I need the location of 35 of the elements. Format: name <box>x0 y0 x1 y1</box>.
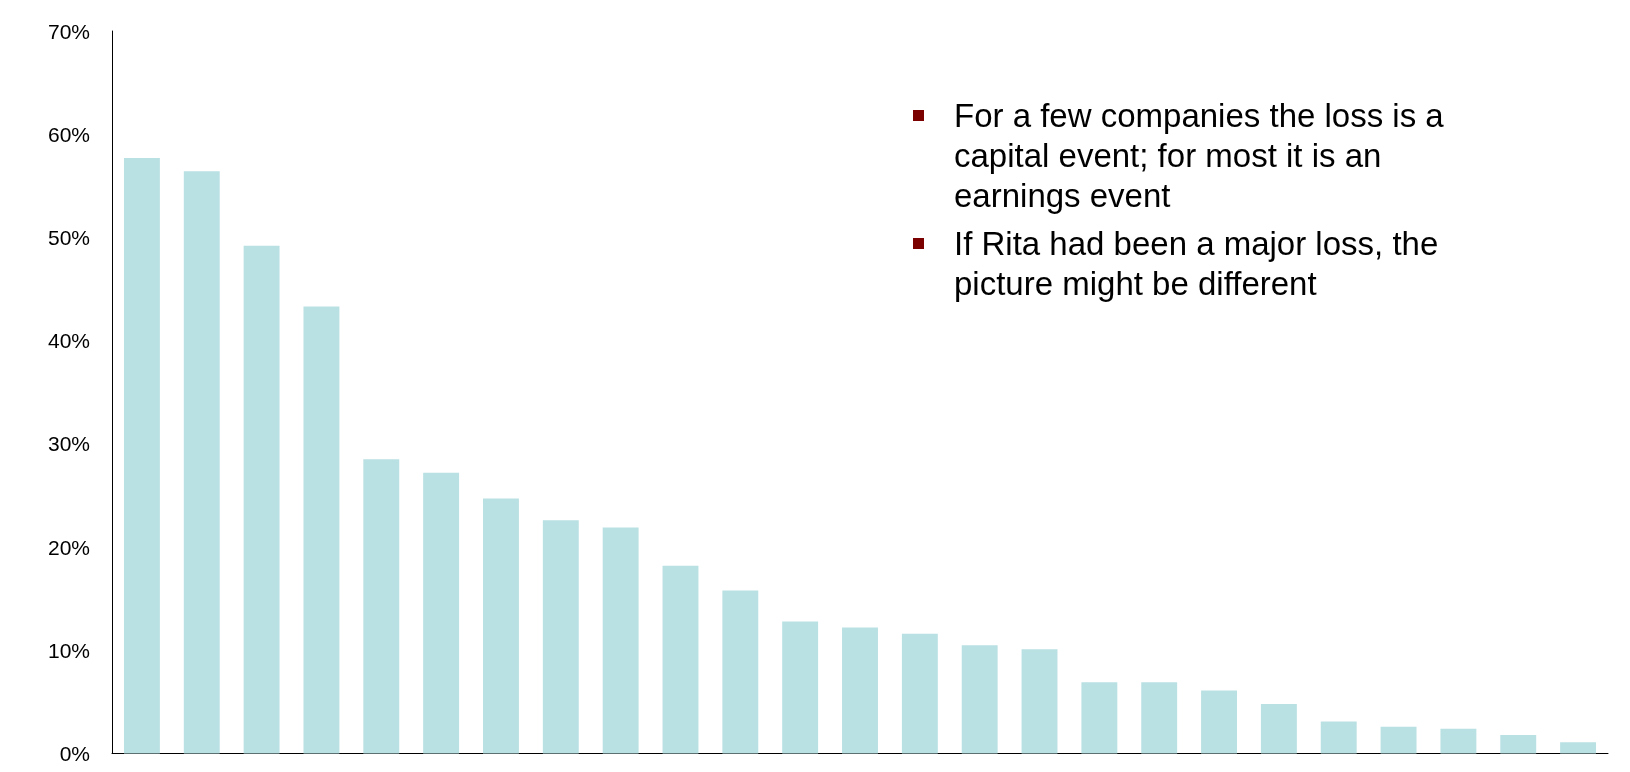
bar <box>483 498 519 754</box>
bar <box>1500 734 1537 754</box>
y-tick-label: 20% <box>47 535 90 559</box>
bar <box>662 565 699 754</box>
y-tick-label: 0% <box>59 742 90 765</box>
bar <box>363 459 400 754</box>
bar <box>901 633 938 754</box>
y-tick-label: 30% <box>47 432 90 456</box>
bar <box>1141 682 1178 754</box>
y-tick-label: 40% <box>47 329 90 353</box>
bar <box>183 171 220 754</box>
bar <box>1440 728 1477 754</box>
bar <box>961 645 998 754</box>
annotation: For a few companies the loss is a capital event; for most it is an earnings event <box>954 96 1445 216</box>
bar <box>542 520 579 754</box>
bar <box>123 157 160 754</box>
bar <box>1260 703 1297 754</box>
annotation: If Rita had been a major loss, the picture might be different <box>954 224 1440 304</box>
bar <box>782 621 819 754</box>
bar <box>1021 649 1058 754</box>
bar <box>1560 742 1597 754</box>
y-tick-label: 10% <box>47 638 90 662</box>
bar <box>303 306 340 754</box>
bar <box>1081 682 1118 754</box>
y-tick-label: 60% <box>47 122 90 146</box>
y-tick-label: 50% <box>47 225 90 249</box>
bar <box>1320 721 1357 754</box>
bar <box>1380 726 1417 754</box>
bar <box>243 245 280 754</box>
bar <box>842 627 878 754</box>
y-tick-label: 70% <box>47 19 90 43</box>
bar <box>423 472 460 754</box>
bar <box>722 590 759 754</box>
bar <box>602 527 639 754</box>
bar <box>1201 690 1237 754</box>
